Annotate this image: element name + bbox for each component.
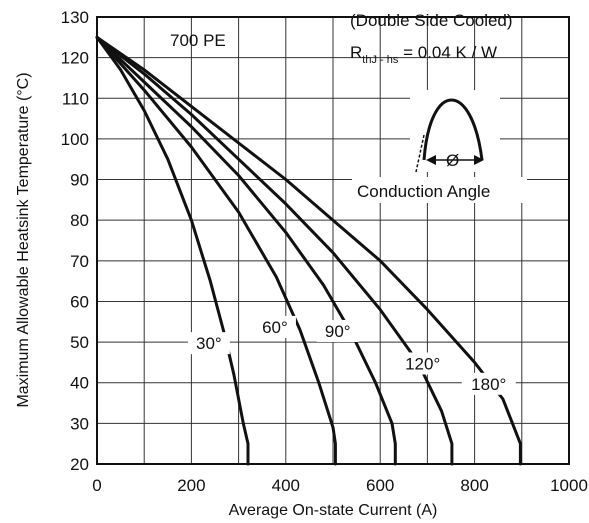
rth-value: = 0.04 K / W: [398, 43, 497, 62]
y-tick-label-80: 80: [70, 211, 89, 230]
series-label-bg-4: [395, 352, 450, 375]
cooling-annotation: (Double Side Cooled): [350, 11, 513, 30]
series-label-bg-3: [316, 319, 359, 342]
x-tick-label-600: 600: [366, 476, 394, 495]
y-tick-label-20: 20: [70, 455, 89, 474]
conduction-angle-label: Conduction Angle: [357, 182, 490, 201]
series-label-1: 30°: [196, 334, 222, 353]
y-axis-title: Maximum Allowable Heatsink Temperature (…: [15, 72, 32, 407]
y-tick-label-40: 40: [70, 374, 89, 393]
y-tick-label-110: 110: [62, 89, 89, 108]
x-tick-label-200: 200: [177, 476, 205, 495]
y-tick-label-70: 70: [70, 252, 89, 271]
half-sine-waveform: [422, 98, 484, 161]
series-labels: 30° 60° 90° 120° 180°: [187, 315, 516, 395]
series-label-2: 60°: [262, 318, 288, 337]
rth-prefix: R: [350, 43, 362, 62]
x-tick-label-800: 800: [460, 476, 488, 495]
y-tick-label-130: 130: [61, 8, 89, 27]
series-curves: [95, 35, 522, 466]
x-axis-title: Average On-state Current (A): [229, 502, 438, 519]
series-label-bg-2: [253, 315, 296, 338]
x-tick-label-1000: 1000: [550, 476, 588, 495]
series-curve-4: [95, 35, 454, 466]
plot-frame: [96, 16, 570, 465]
series-curve-3: [95, 35, 397, 466]
series-label-bg-5: [461, 372, 516, 395]
series-label-5: 180°: [471, 375, 506, 394]
angle-arrow-left: [426, 155, 436, 165]
phi-symbol: Ø: [446, 151, 459, 170]
y-tick-label-30: 30: [70, 414, 89, 433]
angle-arrow-right: [474, 155, 484, 165]
rth-subscript: thJ - hs: [362, 54, 399, 66]
series-label-bg-1: [187, 332, 230, 355]
x-tick-label-0: 0: [92, 476, 101, 495]
y-tick-label-90: 90: [70, 171, 89, 190]
y-tick-label-50: 50: [70, 333, 89, 352]
x-tick-label-400: 400: [272, 476, 300, 495]
series-curve-5: [95, 35, 522, 466]
series-curve-2: [95, 35, 337, 466]
y-tick-label-60: 60: [70, 292, 89, 311]
tick-labels: 0 200 400 600 800 1000 20 30 40 50 60 70 80 90 100 110 1…: [61, 8, 588, 495]
angle-start-marker: [415, 134, 425, 173]
y-tick-label-120: 120: [61, 49, 89, 68]
series-curve-1: [95, 35, 250, 466]
chart-title: 700 PE: [170, 31, 226, 50]
series-label-3: 90°: [325, 322, 351, 341]
thermal-resistance-annotation: RthJ - hs = 0.04 K / W: [350, 43, 497, 66]
series-label-4: 120°: [405, 354, 440, 373]
conduction-label-mask: [352, 177, 527, 203]
conduction-angle-icon: Ø: [410, 90, 500, 173]
y-tick-label-100: 100: [61, 130, 89, 149]
